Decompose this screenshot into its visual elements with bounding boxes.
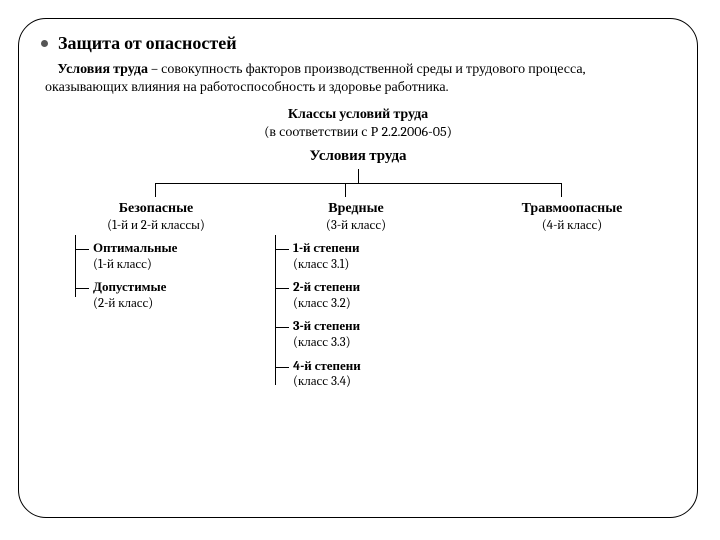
cat3-sub: (4-й класс)	[469, 217, 675, 233]
tick-icon	[275, 288, 289, 289]
category-traumatic: Травмоопасные (4-й класс)	[441, 199, 675, 390]
cat3-title: Травмоопасные	[469, 199, 675, 217]
slide-title: Защита от опасностей	[58, 33, 237, 54]
item-title: 1-й степени	[293, 241, 360, 256]
item-title: Допустимые	[93, 280, 166, 295]
category-safe: Безопасные (1-й и 2-й классы) Оптимальны…	[41, 199, 241, 390]
cat1-sub: (1-й и 2-й классы)	[71, 217, 241, 233]
classes-heading: Классы условий труда	[41, 105, 675, 123]
cat2-title: Вредные	[271, 199, 441, 217]
tree-drop-3	[561, 183, 562, 197]
classes-sub: (в соответствии с Р 2.2.2006-05)	[41, 123, 675, 141]
list-item: 1-й степени (класс 3.1)	[271, 241, 441, 272]
cat2-sublist: 1-й степени (класс 3.1) 2-й степени (кла…	[271, 241, 441, 390]
tree-drop-2	[345, 183, 346, 197]
tree-diagram: Безопасные (1-й и 2-й классы) Оптимальны…	[41, 169, 675, 390]
list-item: 3-й степени (класс 3.3)	[271, 319, 441, 350]
cat1-title: Безопасные	[71, 199, 241, 217]
item-sub: (2-й класс)	[93, 296, 153, 311]
item-sub: (класс 3.4)	[293, 374, 351, 389]
item-title: Оптимальные	[93, 241, 177, 256]
item-title: 4-й степени	[293, 359, 361, 374]
item-title: 3-й степени	[293, 319, 360, 334]
cat2-sub: (3-й класс)	[271, 217, 441, 233]
bullet-icon	[41, 40, 48, 47]
list-item: 4-й степени (класс 3.4)	[271, 359, 441, 390]
category-harmful: Вредные (3-й класс) 1-й степени (класс 3…	[241, 199, 441, 390]
slide-frame: Защита от опасностей Условия труда – сов…	[18, 18, 698, 518]
cat1-sublist: Оптимальные (1-й класс) Допустимые (2-й …	[71, 241, 241, 311]
tree-hbar	[155, 183, 561, 184]
item-sub: (класс 3.2)	[293, 296, 351, 311]
tick-icon	[275, 367, 289, 368]
tick-icon	[75, 249, 89, 250]
list-item: Допустимые (2-й класс)	[71, 280, 241, 311]
definition-paragraph: Условия труда – совокупность факторов пр…	[45, 60, 671, 95]
tick-icon	[75, 288, 89, 289]
classes-heading-block: Классы условий труда (в соответствии с Р…	[41, 105, 675, 140]
tick-icon	[275, 327, 289, 328]
item-sub: (класс 3.3)	[293, 335, 351, 350]
item-title: 2-й степени	[293, 280, 360, 295]
item-sub: (класс 3.1)	[293, 257, 349, 272]
tree-root-label: Условия труда	[41, 146, 675, 165]
tree-stem	[358, 169, 359, 183]
tick-icon	[275, 249, 289, 250]
tree-drop-1	[155, 183, 156, 197]
list-item: 2-й степени (класс 3.2)	[271, 280, 441, 311]
list-item: Оптимальные (1-й класс)	[71, 241, 241, 272]
tree-columns: Безопасные (1-й и 2-й классы) Оптимальны…	[41, 169, 675, 390]
title-row: Защита от опасностей	[41, 33, 675, 54]
item-sub: (1-й класс)	[93, 257, 152, 272]
definition-lead: Условия труда	[57, 60, 148, 77]
